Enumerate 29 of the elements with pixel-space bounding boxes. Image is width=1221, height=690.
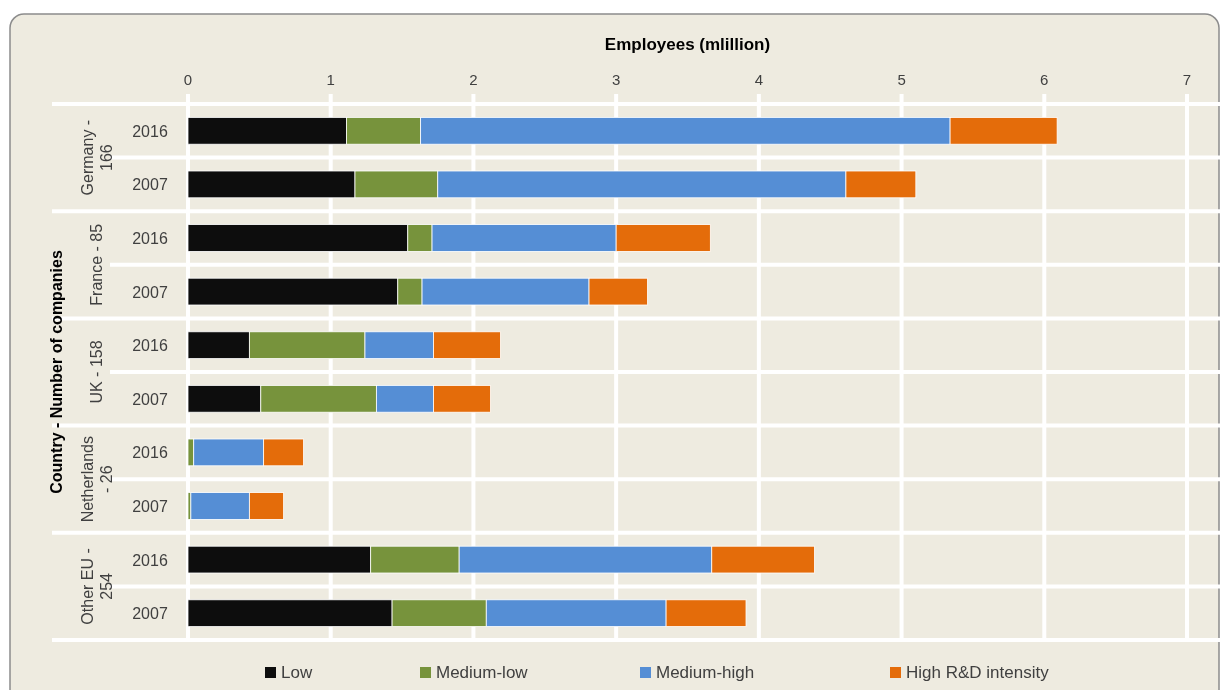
x-tick-label: 4: [754, 71, 764, 88]
legend-label: Medium-low: [436, 663, 529, 682]
y-tick-label: 2016: [132, 551, 168, 569]
y-tick-label: 2007: [132, 605, 168, 623]
y-tick-label: 2007: [132, 390, 168, 408]
x-tick-label: 2: [469, 71, 478, 88]
legend-label: Low: [281, 663, 313, 682]
x-tick-label: 7: [1182, 71, 1192, 88]
x-tick-label: 1: [326, 71, 335, 88]
y-tick-label: 2007: [132, 498, 168, 515]
x-axis-title: Employees (mlillion): [604, 35, 771, 54]
y-axis-title: Country - Number of companies: [48, 250, 65, 494]
y-tick-label: 2016: [132, 444, 168, 462]
y-tick-label: 2016: [132, 230, 168, 247]
text: UK - 158: [88, 340, 105, 404]
x-tick-label: 3: [611, 71, 621, 88]
text: Netherlands - 26: [78, 436, 115, 523]
text: Germany - 166: [78, 119, 115, 196]
x-tick-label: 0: [183, 71, 193, 88]
x-tick-label: 6: [1040, 71, 1049, 88]
legend-label: High R&D intensity: [906, 663, 1050, 682]
y-tick-label: 2016: [132, 122, 168, 140]
text: Other EU - 254: [78, 548, 115, 625]
x-tick-label: 5: [897, 71, 906, 88]
y-tick-label: 2007: [132, 176, 168, 194]
y-tick-label: 2007: [132, 283, 168, 301]
legend-label: Medium-high: [656, 663, 755, 682]
text: France - 85: [88, 223, 105, 306]
y-tick-label: 2016: [132, 337, 168, 355]
